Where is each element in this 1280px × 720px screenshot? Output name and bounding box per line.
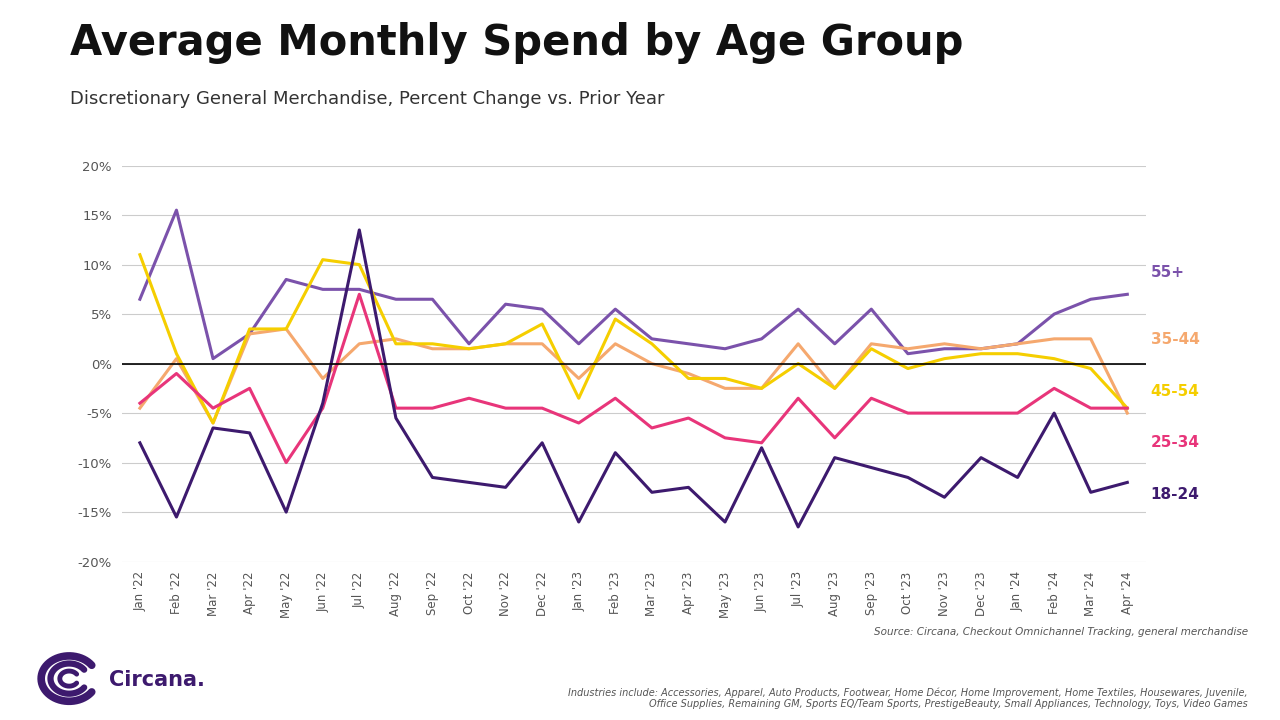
Text: 55+: 55+ [1151,265,1185,280]
Text: 18-24: 18-24 [1151,487,1199,502]
Text: 45-54: 45-54 [1151,384,1199,399]
Text: Average Monthly Spend by Age Group: Average Monthly Spend by Age Group [70,22,964,63]
Text: Industries include: Accessories, Apparel, Auto Products, Footwear, Home Décor, H: Industries include: Accessories, Apparel… [568,687,1248,709]
Text: 25-34: 25-34 [1151,436,1199,450]
Text: Source: Circana, Checkout Omnichannel Tracking, general merchandise: Source: Circana, Checkout Omnichannel Tr… [874,627,1248,637]
Text: 35-44: 35-44 [1151,333,1199,347]
Text: Discretionary General Merchandise, Percent Change vs. Prior Year: Discretionary General Merchandise, Perce… [70,90,664,108]
Text: Circana.: Circana. [109,670,205,690]
